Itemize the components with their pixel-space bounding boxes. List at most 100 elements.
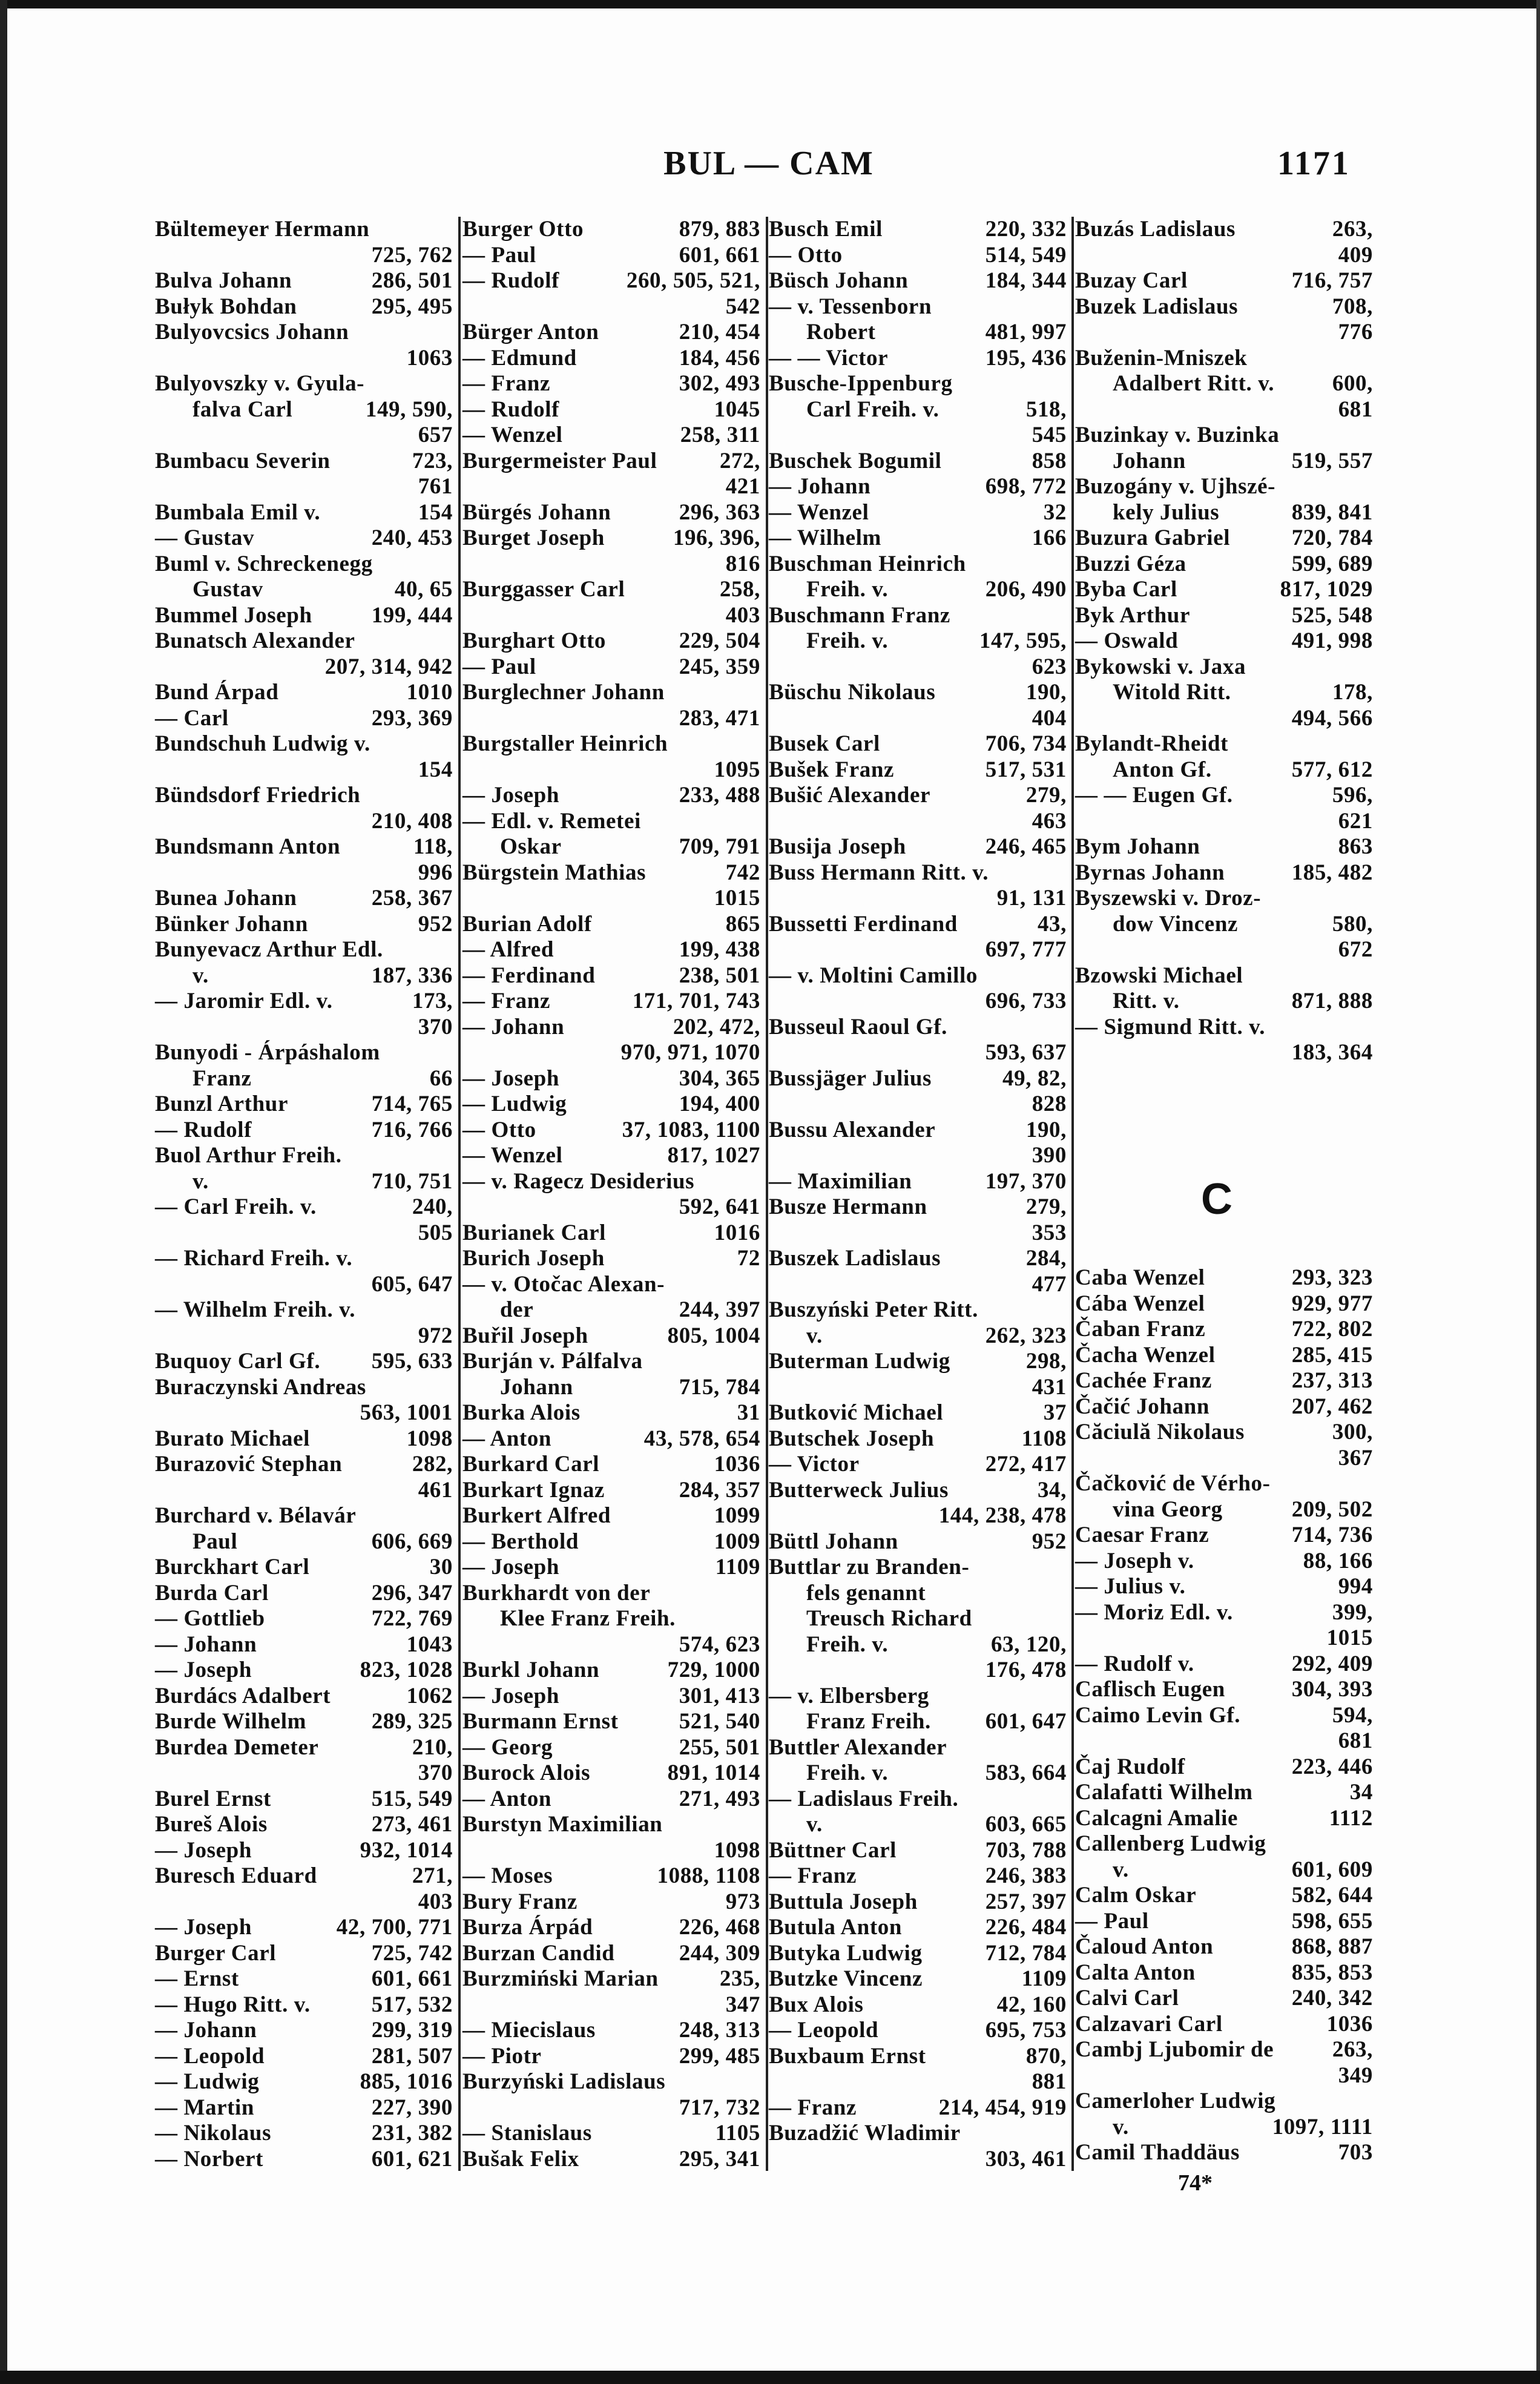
index-entry: Buženin-Mniszek	[1075, 346, 1373, 372]
index-entry-continuation: 681	[1075, 397, 1373, 423]
entry-name: Čaj Rudolf	[1075, 1754, 1185, 1779]
entry-page-refs: 233, 488	[679, 783, 760, 808]
entry-page-refs: 605, 647	[371, 1271, 453, 1297]
entry-name: — Joseph	[462, 783, 560, 808]
entry-page-refs: 199, 438	[679, 937, 760, 962]
index-entry: Buol Arthur Freih.	[155, 1143, 453, 1169]
index-entry-continuation: 463	[769, 809, 1067, 835]
index-entry-continuation: 828	[769, 1092, 1067, 1118]
entry-name: Căciulă Nikolaus	[1075, 1420, 1245, 1444]
entry-page-refs: 672	[1338, 937, 1373, 962]
index-entry: — Moses 1088, 1108	[462, 1863, 760, 1889]
entry-name: Burdács Adalbert	[155, 1683, 331, 1708]
entry-page-refs: 207, 462	[1291, 1394, 1373, 1419]
entry-name: kely Julius	[1113, 499, 1220, 525]
entry-name: Buzzi Géza	[1075, 551, 1186, 576]
entry-page-refs: 1015	[714, 886, 760, 910]
entry-page-refs: 403	[725, 602, 760, 628]
index-entry: Bussjäger Julius 49, 82,	[769, 1066, 1067, 1092]
index-entry: — Johann 202, 472,	[462, 1015, 760, 1041]
entry-name: Treusch Richard	[806, 1606, 972, 1631]
scan-border-right	[1536, 0, 1540, 2384]
entry-name: Buresch Eduard	[155, 1863, 317, 1888]
entry-name: — Edl. v. Remetei	[462, 808, 641, 834]
entry-name: Burianek Carl	[462, 1220, 607, 1245]
index-entry-continuation: 563, 1001	[155, 1400, 453, 1426]
entry-page-refs: 240, 453	[371, 525, 453, 550]
entry-name: — Wilhelm Freih. v.	[155, 1297, 356, 1322]
entry-name: Bulva Johann	[155, 268, 292, 293]
index-entry: Burger Carl 725, 742	[155, 1941, 453, 1967]
index-entry-continuation: 349	[1075, 2063, 1373, 2089]
entry-name: — Rudolf v.	[1075, 1651, 1194, 1676]
entry-page-refs: 173,	[412, 989, 453, 1013]
index-entry: — Franz 214, 454, 919	[769, 2095, 1067, 2121]
index-entry: Burkhardt von der	[462, 1581, 760, 1607]
entry-page-refs: 623	[1032, 654, 1067, 679]
index-entry-continuation: 657	[155, 423, 453, 449]
entry-page-refs: 519, 557	[1291, 448, 1373, 473]
entry-page-refs: 703	[1338, 2140, 1373, 2165]
index-entry: Bummel Joseph 199, 444	[155, 603, 453, 629]
entry-name: Busch Emil	[769, 217, 883, 242]
entry-name: — Nikolaus	[155, 2121, 272, 2145]
entry-name: Caesar Franz	[1075, 1523, 1209, 1547]
index-entry: Bym Johann 863	[1075, 834, 1373, 860]
entry-name: Cachée Franz	[1075, 1368, 1213, 1393]
index-entry-continuation: 353	[769, 1220, 1067, 1246]
index-entry: Butković Michael 37	[769, 1400, 1067, 1426]
index-entry: Camil Thaddäus 703	[1075, 2140, 1373, 2166]
index-entry: Butterweck Julius 34,	[769, 1478, 1067, 1504]
index-entry: Buzay Carl 716, 757	[1075, 268, 1373, 294]
index-entry-continuation: 91, 131	[769, 886, 1067, 912]
entry-name: Bunatsch Alexander	[155, 628, 355, 653]
index-entry: Butyka Ludwig 712, 784	[769, 1941, 1067, 1967]
entry-page-refs: 521, 540	[679, 1709, 760, 1734]
entry-name: Freih. v.	[806, 577, 889, 602]
entry-name: Bułyk Bohdan	[155, 294, 297, 319]
index-entry: Buterman Ludwig 298,	[769, 1349, 1067, 1375]
index-entry: Calafatti Wilhelm 34	[1075, 1780, 1373, 1806]
index-entry-continuation: 367	[1075, 1446, 1373, 1472]
index-entry-continuation: 494, 566	[1075, 706, 1373, 732]
entry-page-refs: 681	[1338, 1728, 1373, 1753]
entry-page-refs: 66	[429, 1065, 453, 1091]
index-entry: Burger Otto 879, 883	[462, 217, 760, 243]
entry-page-refs: 972	[418, 1323, 453, 1348]
index-entry: Burka Alois 31	[462, 1400, 760, 1426]
entry-name: — Paul	[1075, 1908, 1149, 1934]
entry-page-refs: 481, 997	[985, 320, 1067, 344]
entry-page-refs: 300,	[1332, 1420, 1373, 1444]
entry-name: Adalbert Ritt. v.	[1113, 371, 1275, 396]
index-entry-continuation: 403	[462, 603, 760, 629]
entry-name: Burato Michael	[155, 1426, 311, 1451]
entry-page-refs: 729, 1000	[667, 1658, 760, 1682]
entry-page-refs: 717, 732	[679, 2095, 760, 2120]
column-rule	[1071, 217, 1074, 2171]
entry-page-refs: 298,	[1025, 1349, 1067, 1374]
index-entry: Buzadžić Wladimir	[769, 2121, 1067, 2147]
index-entry: Bušak Felix 295, 341	[462, 2147, 760, 2173]
entry-page-refs: 154	[418, 757, 453, 782]
entry-name: — Julius v.	[1075, 1574, 1186, 1599]
entry-name: — Franz	[769, 1863, 857, 1888]
index-entry: Calta Anton 835, 853	[1075, 1960, 1373, 1986]
entry-page-refs: 891, 1014	[667, 1760, 760, 1785]
entry-page-refs: 835, 853	[1291, 1960, 1373, 1985]
entry-page-refs: 932, 1014	[360, 1837, 453, 1863]
entry-page-refs: 1016	[714, 1220, 760, 1245]
entry-name: — Moses	[462, 1863, 553, 1888]
entry-page-refs: 273, 461	[371, 1812, 453, 1837]
index-column-3: Busch Emil 220, 332— Otto 514, 549 Büsch Jo…	[769, 217, 1067, 2172]
entry-page-refs: 1095	[714, 757, 760, 782]
entry-page-refs: 697, 777	[985, 937, 1067, 962]
entry-name: Bzowski Michael	[1075, 963, 1243, 988]
entry-page-refs: 281, 507	[371, 2043, 453, 2069]
entry-page-refs: 681	[1338, 397, 1373, 422]
entry-name: — v. Moltini Camillo	[769, 963, 978, 988]
entry-page-refs: 299, 319	[371, 2018, 453, 2043]
entry-page-refs: 197, 370	[985, 1168, 1067, 1194]
entry-name: — Joseph v.	[1075, 1548, 1194, 1573]
entry-name: Büttl Johann	[769, 1529, 898, 1554]
index-entry: — Sigmund Ritt. v.	[1075, 1015, 1373, 1041]
